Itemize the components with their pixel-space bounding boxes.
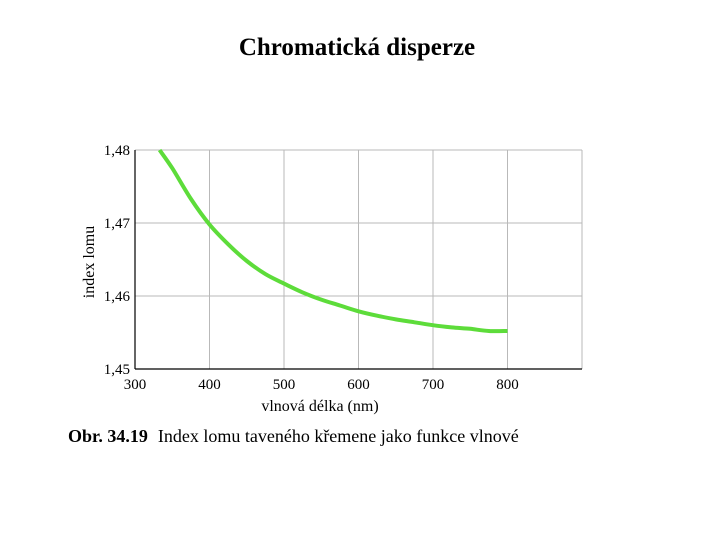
y-tick-label: 1,46 [104, 289, 131, 305]
caption-text: Index lomu taveného křemene jako funkce … [157, 426, 519, 446]
refractive-index-curve [157, 148, 508, 334]
y-axis-label: index lomu [81, 226, 98, 298]
caption-number: Obr. 34.19 [68, 426, 148, 446]
figure-caption: Obr. 34.19 Index lomu taveného křemene ja… [68, 426, 519, 447]
x-tick-label: 300 [124, 377, 147, 393]
y-tick-label: 1,47 [104, 216, 131, 232]
grid [135, 149, 583, 370]
x-tick-label: 400 [198, 377, 221, 393]
axes [134, 150, 582, 370]
x-tick-label: 700 [422, 377, 445, 393]
x-tick-label: 500 [273, 377, 296, 393]
page-title: Chromatická disperze [238, 34, 476, 61]
series-layer [157, 148, 508, 334]
x-axis-label: vlnová délka (nm) [261, 398, 378, 415]
y-tick-label: 1,45 [104, 362, 130, 378]
x-tick-label: 800 [496, 377, 519, 393]
x-tick-label: 600 [347, 377, 370, 393]
tick-labels: 300 400 500 600 700 800 1,45 1,46 1,47 1,48 [104, 143, 519, 393]
y-tick-label: 1,48 [104, 143, 130, 159]
